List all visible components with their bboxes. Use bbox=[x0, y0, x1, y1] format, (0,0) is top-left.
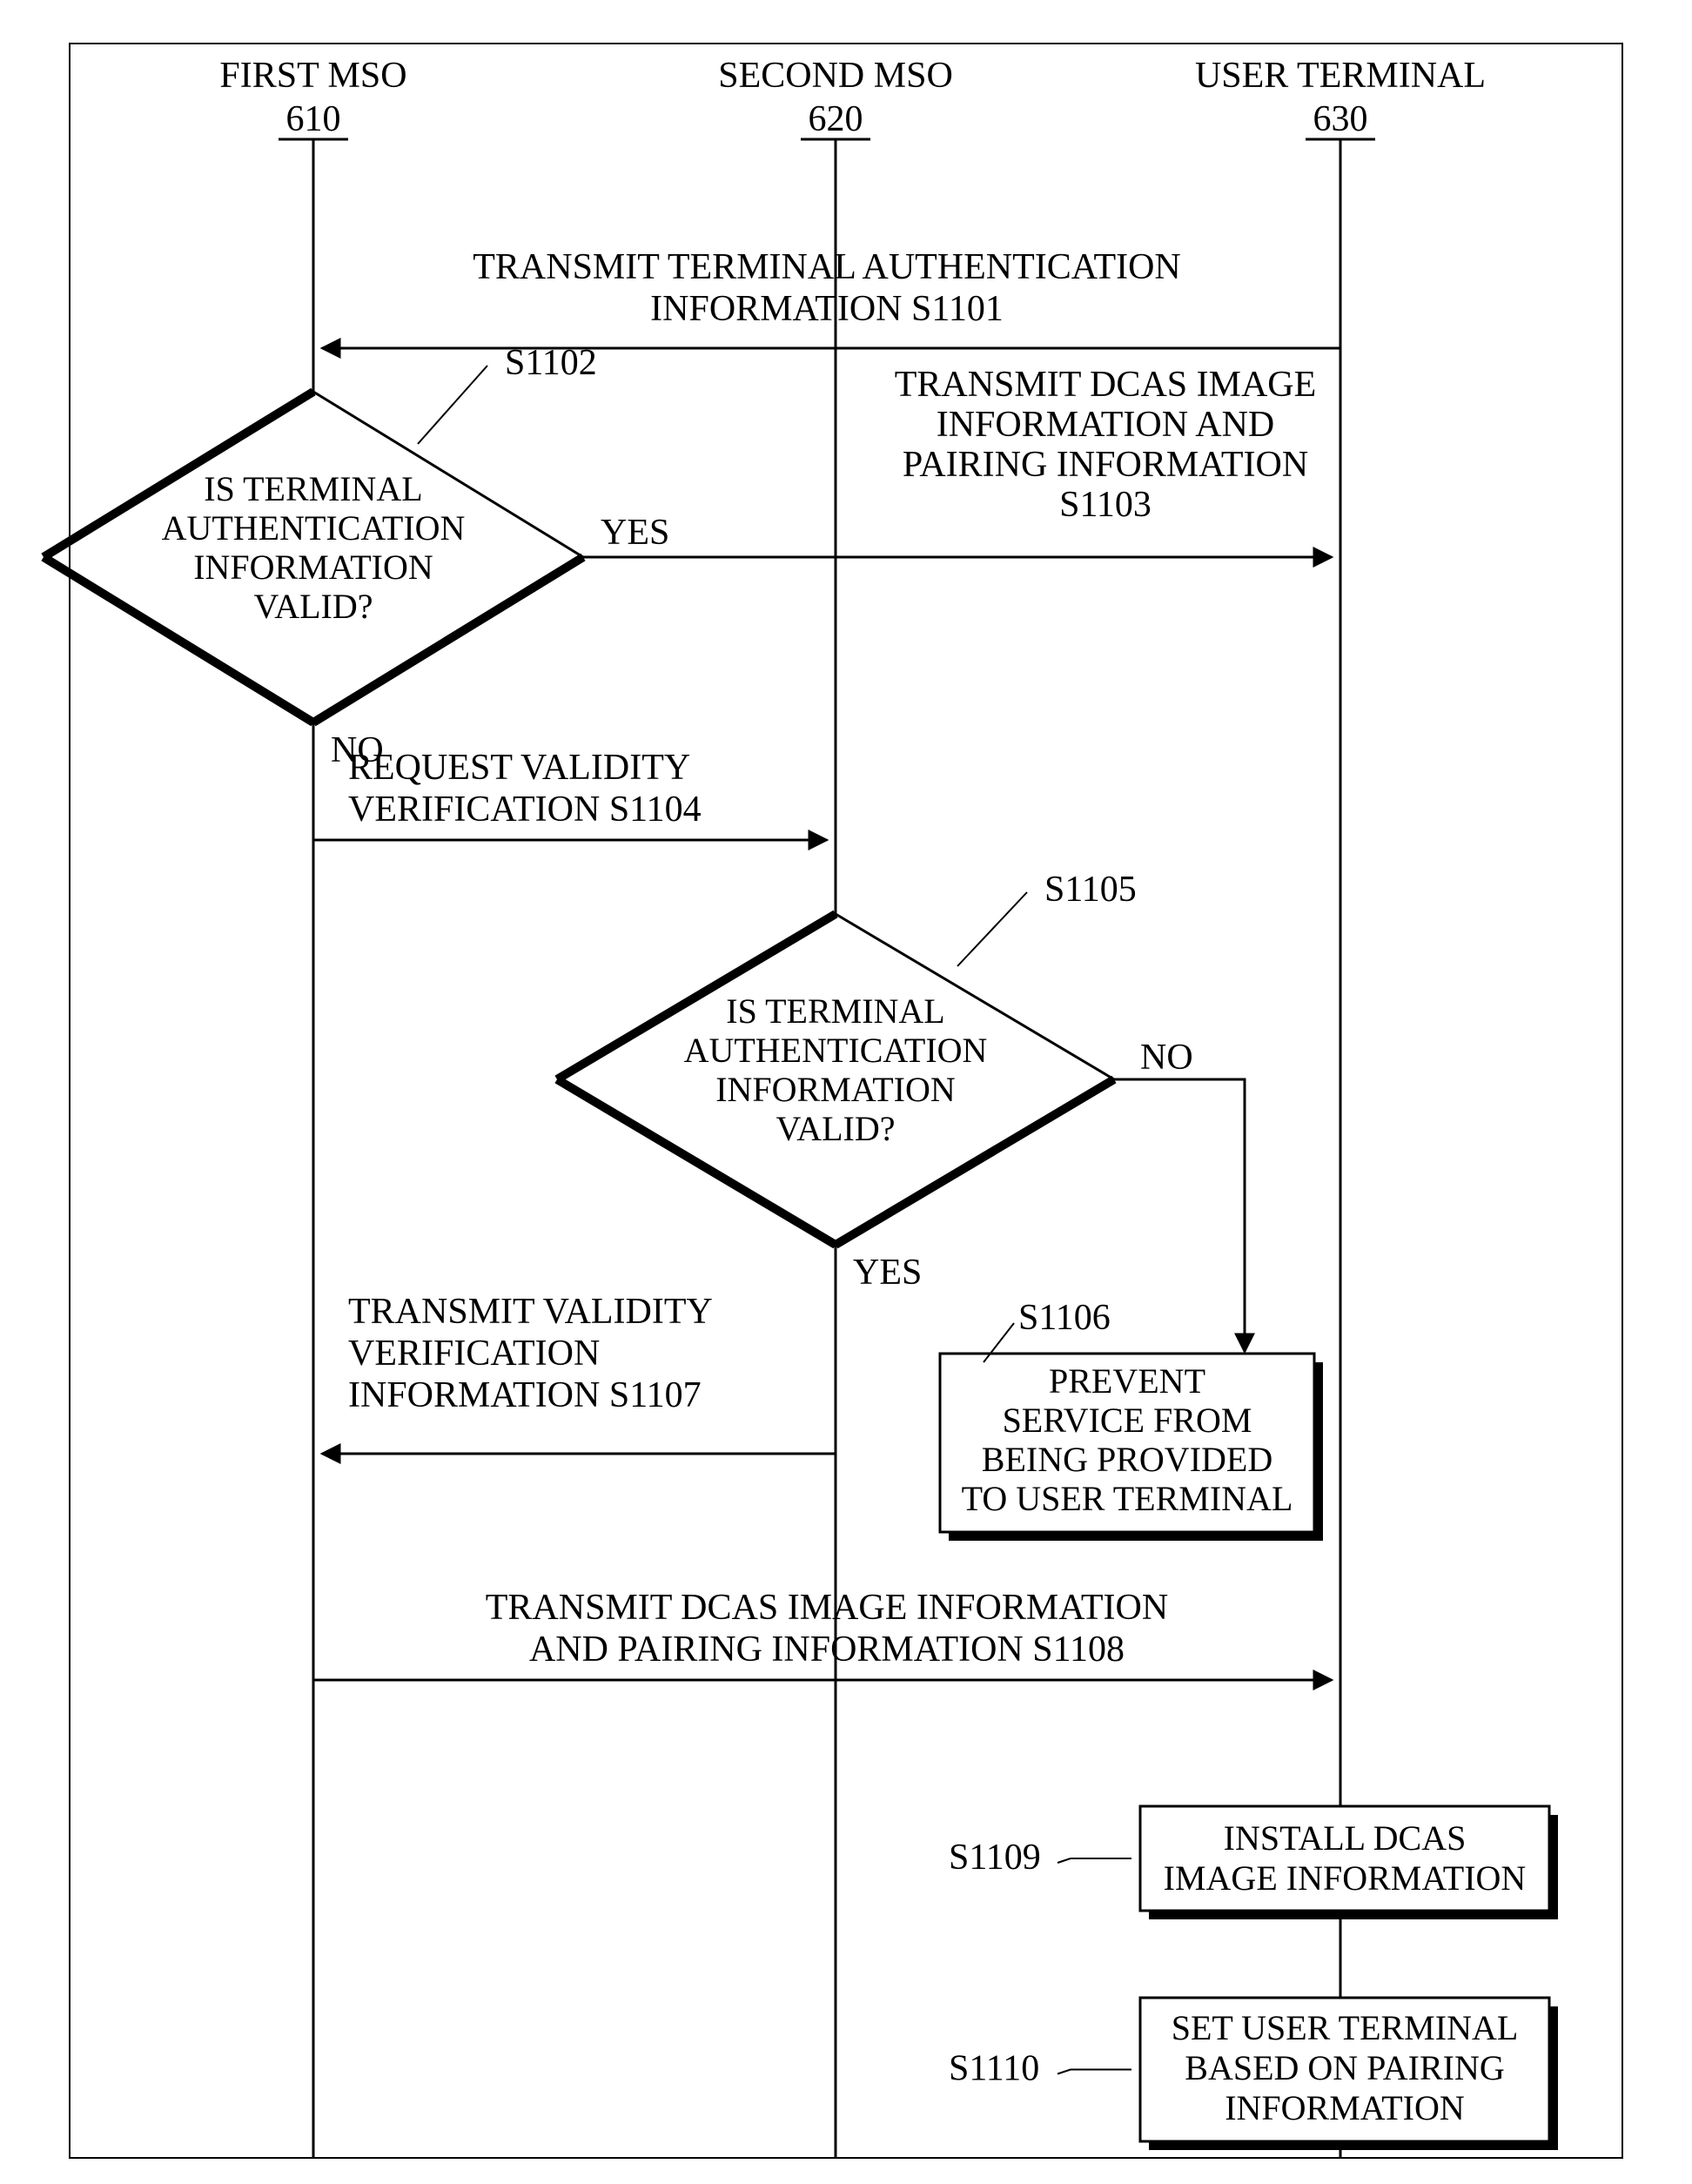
svg-text:S1109: S1109 bbox=[949, 1838, 1041, 1878]
svg-text:NO: NO bbox=[1140, 1038, 1193, 1078]
svg-text:REQUEST VALIDITYVERIFICATION S: REQUEST VALIDITYVERIFICATION S1104 bbox=[348, 748, 702, 830]
svg-text:S1110: S1110 bbox=[949, 2049, 1039, 2089]
svg-text:620: 620 bbox=[809, 99, 863, 139]
svg-text:TRANSMIT VALIDITYVERIFICATIONI: TRANSMIT VALIDITYVERIFICATIONINFORMATION… bbox=[348, 1292, 713, 1415]
svg-text:630: 630 bbox=[1313, 99, 1368, 139]
sequence-flowchart: FIRST MSO610 SECOND MSO620 USER TERMINAL63… bbox=[0, 0, 1692, 2184]
svg-text:TRANSMIT DCAS IMAGE INFORMATIO: TRANSMIT DCAS IMAGE INFORMATIONAND PAIRI… bbox=[486, 1588, 1168, 1670]
svg-text:TRANSMIT TERMINAL AUTHENTICATI: TRANSMIT TERMINAL AUTHENTICATIONINFORMAT… bbox=[473, 247, 1181, 329]
svg-text:SECOND MSO: SECOND MSO bbox=[718, 56, 953, 96]
svg-text:S1106: S1106 bbox=[1018, 1298, 1111, 1338]
svg-text:S1102: S1102 bbox=[505, 343, 597, 383]
svg-text:FIRST MSO: FIRST MSO bbox=[219, 56, 406, 96]
svg-text:610: 610 bbox=[286, 99, 341, 139]
svg-text:YES: YES bbox=[601, 513, 669, 553]
svg-text:TRANSMIT DCAS IMAGEINFORMATION: TRANSMIT DCAS IMAGEINFORMATION ANDPAIRIN… bbox=[895, 365, 1317, 525]
svg-text:S1105: S1105 bbox=[1044, 870, 1137, 910]
svg-text:USER TERMINAL: USER TERMINAL bbox=[1195, 56, 1486, 96]
svg-text:YES: YES bbox=[853, 1253, 922, 1293]
